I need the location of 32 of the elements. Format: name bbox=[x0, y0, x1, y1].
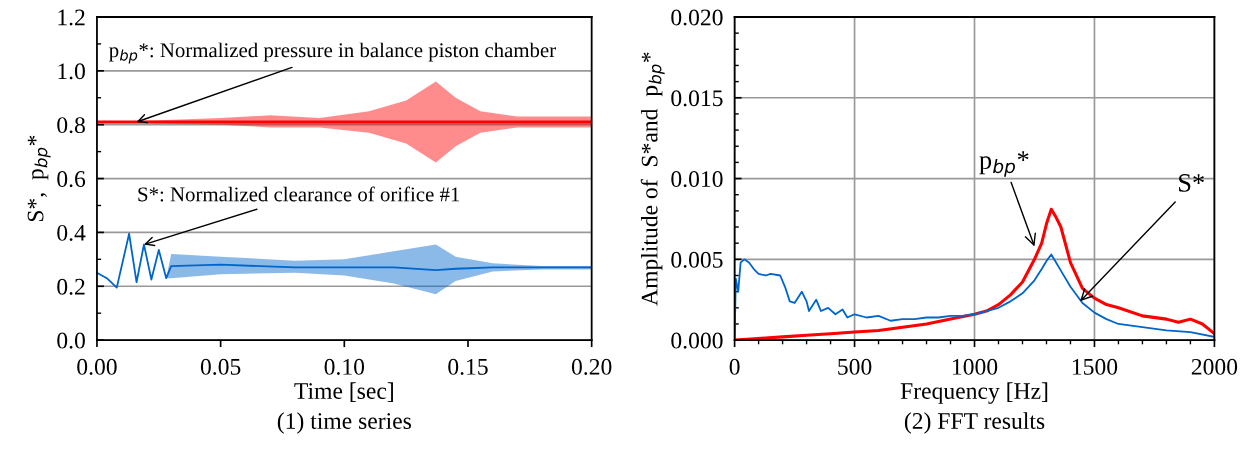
y-tick-label: 0.8 bbox=[57, 117, 85, 134]
y-tick-label: 0.020 bbox=[671, 9, 723, 26]
y-tick-label: 0.4 bbox=[57, 224, 86, 241]
x-tick-label: 0.15 bbox=[448, 358, 488, 375]
x-tick-label: 1500 bbox=[1072, 358, 1118, 375]
y-axis-title: S*, p$_{bp}$* bbox=[27, 135, 51, 222]
x-tick-label: 1000 bbox=[952, 358, 998, 375]
x-tick-label: 0.05 bbox=[200, 358, 241, 375]
x-tick-label: 2000 bbox=[1191, 358, 1238, 375]
annotation: S* bbox=[1179, 174, 1204, 192]
x-tick-label: 500 bbox=[838, 358, 872, 375]
y-tick-label: 0.2 bbox=[57, 278, 85, 295]
annotation: p$_{bp}$*: Normalized pressure in balance piston chamber bbox=[109, 42, 556, 64]
annotation: S*: Normalized clearance of orifice #1 bbox=[138, 186, 460, 202]
x-axis-title: Time [sec] bbox=[294, 382, 393, 402]
text: (2) FFT results bbox=[904, 412, 1045, 434]
y-tick-label: 0.010 bbox=[671, 171, 723, 188]
text: (1) time series bbox=[277, 412, 411, 434]
x-tick-label: 0.00 bbox=[77, 358, 117, 375]
y-tick-label: 0.000 bbox=[671, 332, 723, 349]
y-tick-label: 0.015 bbox=[671, 90, 723, 107]
y-tick-label: 0.6 bbox=[57, 171, 86, 188]
x-tick-label: 0.20 bbox=[571, 358, 612, 375]
y-tick-label: 0.0 bbox=[57, 332, 85, 349]
x-tick-label: 0.10 bbox=[324, 358, 365, 375]
annotation: p$_{bp}$* bbox=[979, 151, 1029, 177]
y-tick-label: 1.0 bbox=[58, 63, 85, 80]
y-axis-title: Amplitude of S*and p$_{bp}$* bbox=[640, 52, 665, 306]
y-tick-label: 1.2 bbox=[58, 9, 85, 26]
x-tick-label: 0 bbox=[729, 358, 740, 375]
y-tick-label: 0.005 bbox=[671, 251, 723, 268]
x-axis-title: Frequency [Hz] bbox=[900, 382, 1048, 404]
